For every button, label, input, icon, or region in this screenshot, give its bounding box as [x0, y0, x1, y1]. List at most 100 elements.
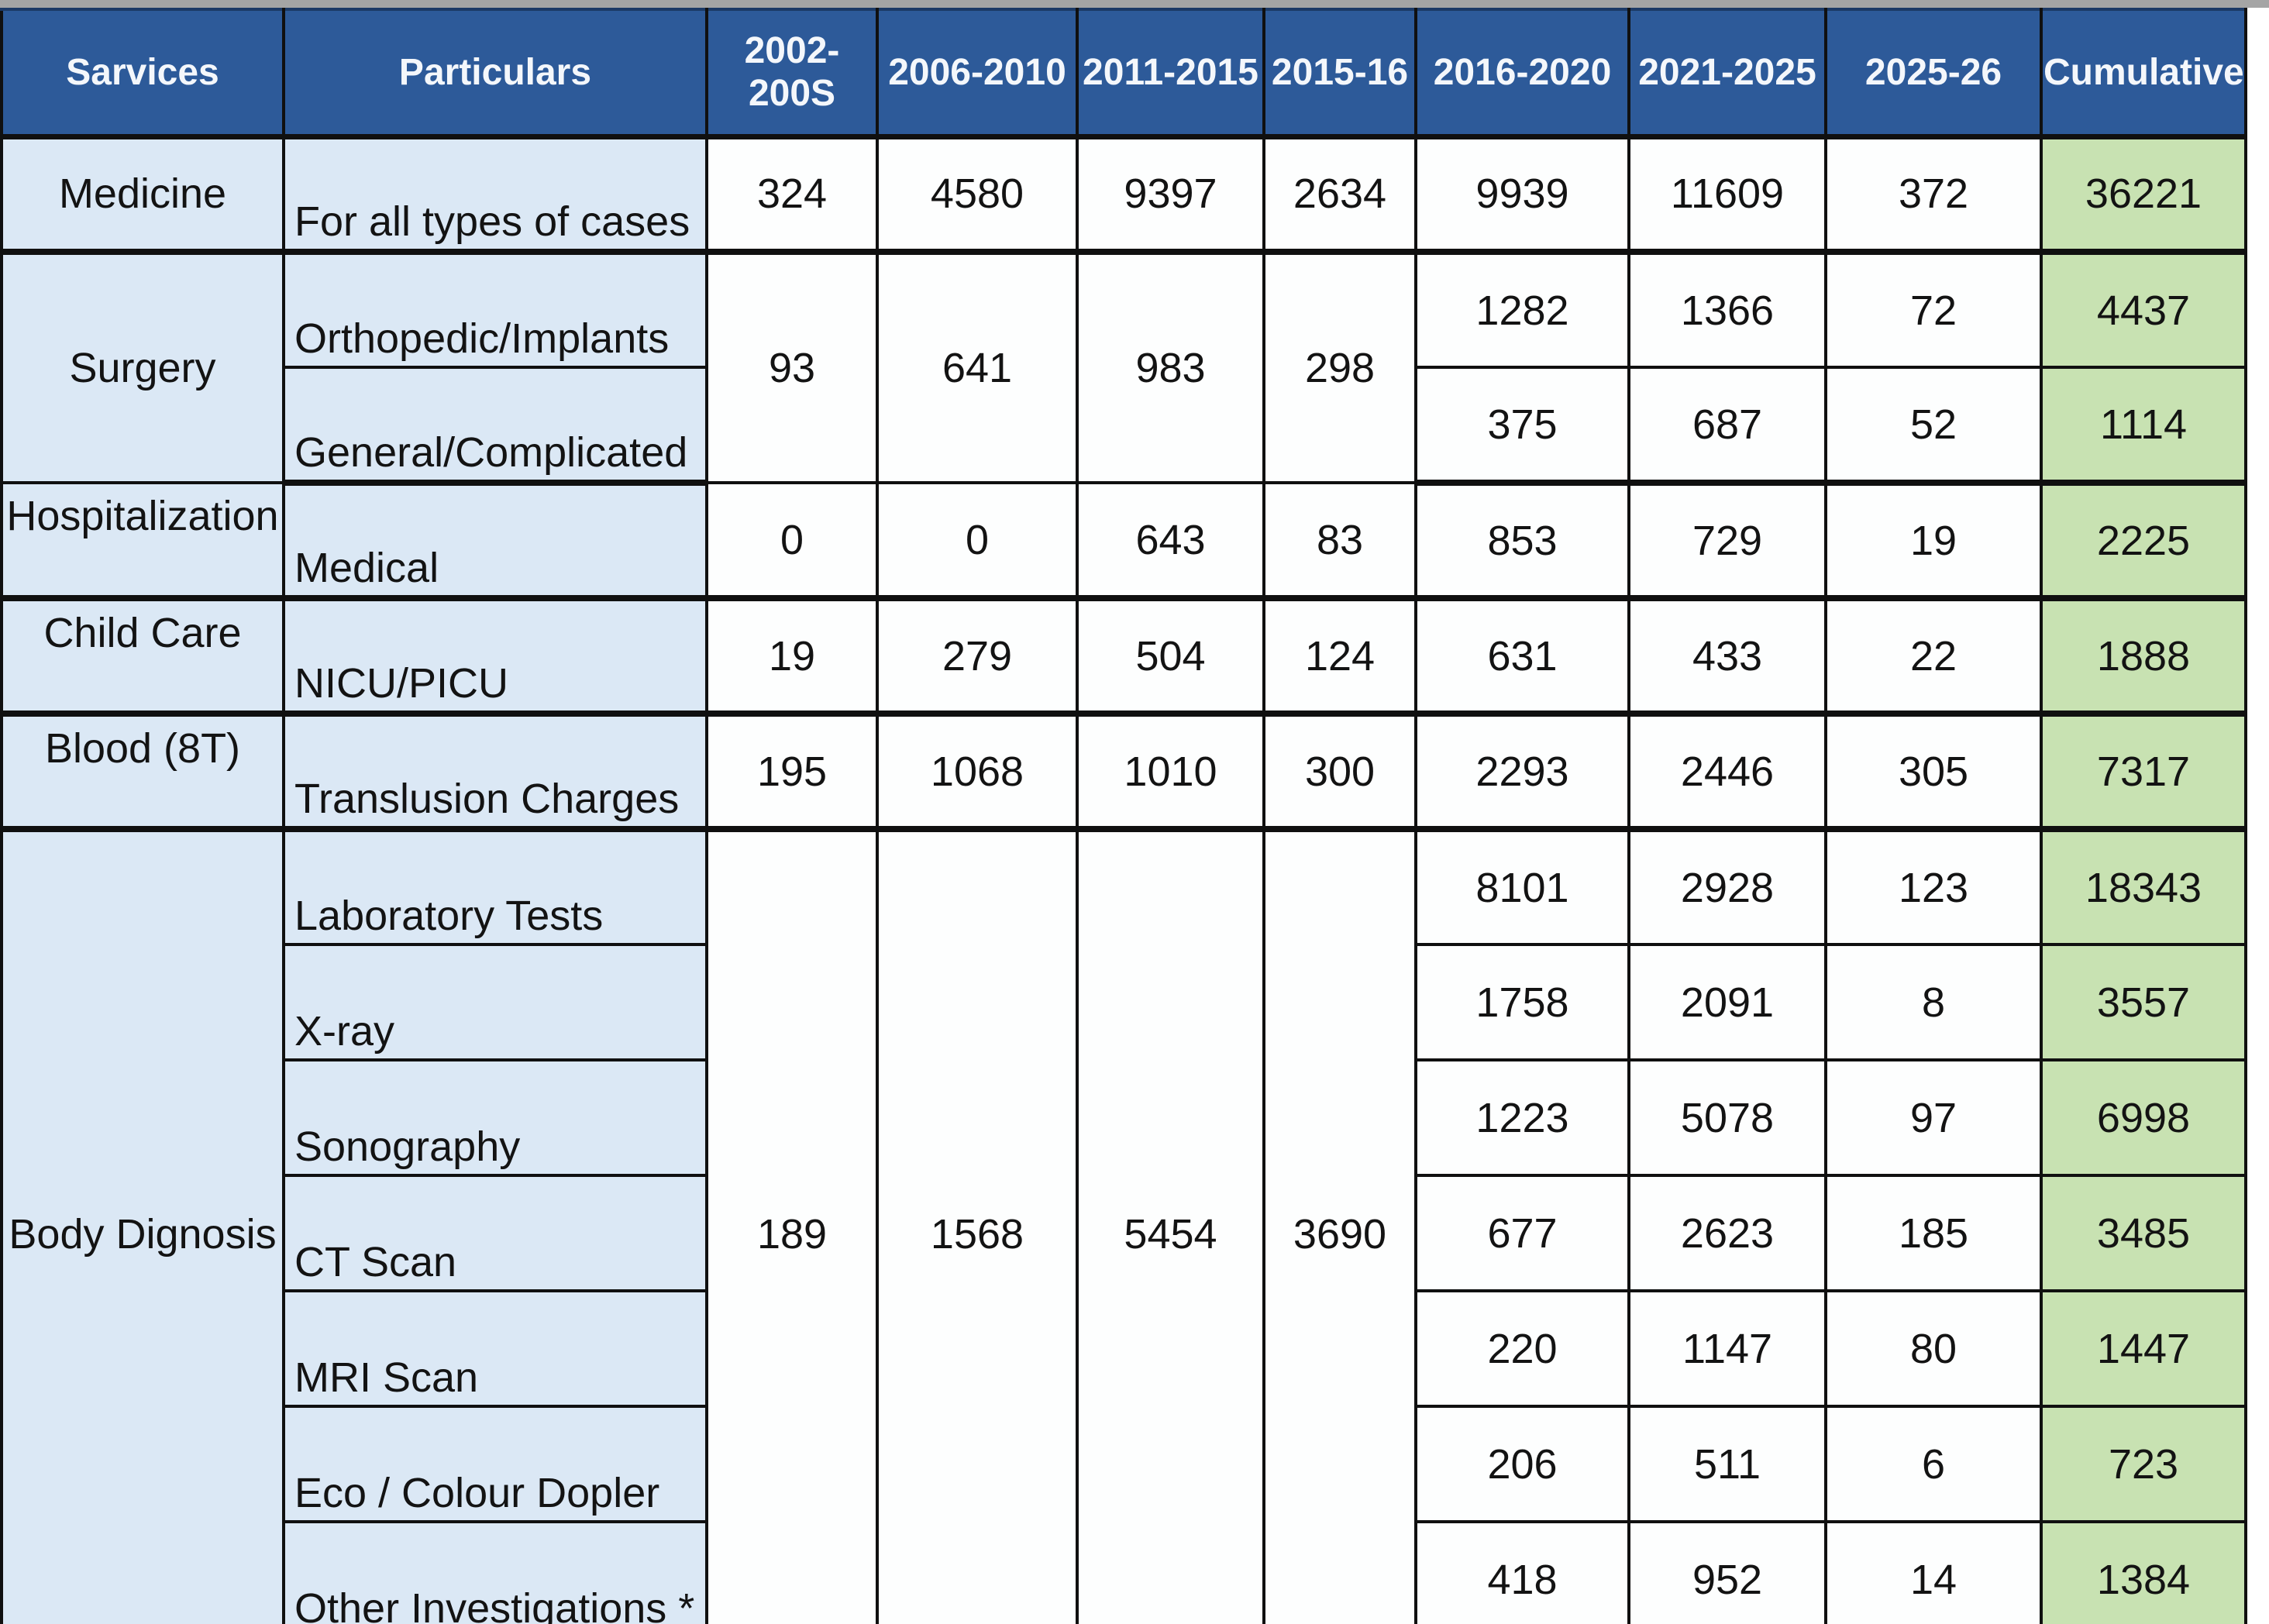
cell-orthopedic-2021-2025: 1366 — [1627, 250, 1827, 369]
cell-particular-sonography: Sonography — [282, 1058, 708, 1177]
cell-surgery-2002-2005: 93 — [705, 250, 879, 484]
cell-x-ray-2016-2020: 1758 — [1414, 943, 1630, 1061]
cell-mri-scan-cumulative: 1447 — [2040, 1289, 2247, 1408]
cell-child-care-2021-2025: 433 — [1627, 597, 1827, 717]
column-header-2015-16: 2015-16 — [1262, 8, 1417, 139]
cell-general-2021-2025: 687 — [1627, 366, 1827, 486]
cell-mri-scan-2025-26: 80 — [1824, 1289, 2043, 1408]
cell-laboratory-2025-26: 123 — [1824, 827, 2043, 946]
cell-eco-cumulative: 723 — [2040, 1405, 2247, 1523]
cell-hospitalization-2015-16: 83 — [1262, 481, 1417, 601]
cell-particular-translusion: Translusion Charges — [282, 712, 708, 832]
cell-sonography-2016-2020: 1223 — [1414, 1058, 1630, 1177]
cell-particular-orthopedic: Orthopedic/Implants — [282, 250, 708, 369]
column-header-2025-26: 2025-26 — [1824, 8, 2043, 139]
cell-x-ray-cumulative: 3557 — [2040, 943, 2247, 1061]
cell-particular-medical: Medical — [282, 481, 708, 601]
cell-child-care-2025-26: 22 — [1824, 597, 2043, 717]
cell-particular-x-ray: X-ray — [282, 943, 708, 1061]
cell-hospitalization-2002-2005: 0 — [705, 481, 879, 601]
cell-blood-2002-2005: 195 — [705, 712, 879, 832]
cell-other-cumulative: 1384 — [2040, 1520, 2247, 1624]
cell-child-care-2016-2020: 631 — [1414, 597, 1630, 717]
column-header-particulars: Particulars — [282, 8, 708, 139]
cell-orthopedic-2025-26: 72 — [1824, 250, 2043, 369]
cell-body-2006-2010: 1568 — [876, 827, 1079, 1624]
cell-ct-scan-2016-2020: 677 — [1414, 1174, 1630, 1292]
row-hospitalization: Hospitalization Medical 0 0 643 83 853 7… — [0, 481, 2247, 601]
row-surgery-general: General/Complicated 375 687 52 1114 — [2, 366, 2247, 486]
services-cumulative-table: Sarvices Particulars 2002-200S 2006-2010… — [0, 8, 2247, 1624]
row-x-ray: X-ray 1758 2091 8 3557 — [2, 943, 2247, 1061]
cell-other-2016-2020: 418 — [1414, 1520, 1630, 1624]
cell-laboratory-2016-2020: 8101 — [1414, 827, 1630, 946]
cell-body-2002-2005: 189 — [705, 827, 879, 1624]
cell-mri-scan-2016-2020: 220 — [1414, 1289, 1630, 1408]
cell-x-ray-2025-26: 8 — [1824, 943, 2043, 1061]
cell-blood-cumulative: 7317 — [2040, 712, 2247, 832]
cell-hospitalization-2016-2020: 853 — [1414, 481, 1630, 601]
cell-service-surgery: Surgery — [0, 250, 285, 484]
cell-medicine-2016-2020: 9939 — [1414, 135, 1630, 255]
cell-blood-2025-26: 305 — [1824, 712, 2043, 832]
cell-medicine-2011-2015: 9397 — [1076, 135, 1265, 255]
cell-orthopedic-2016-2020: 1282 — [1414, 250, 1630, 369]
cell-service-medicine: Medicine — [0, 135, 285, 255]
row-blood: Blood (8T) Translusion Charges 195 1068 … — [0, 712, 2247, 832]
cell-hospitalization-2025-26: 19 — [1824, 481, 2043, 601]
row-surgery-orthopedic: Surgery Orthopedic/Implants 93 641 983 2… — [0, 250, 2247, 484]
column-header-services: Sarvices — [0, 8, 285, 139]
cell-eco-2025-26: 6 — [1824, 1405, 2043, 1523]
cell-child-care-cumulative: 1888 — [2040, 597, 2247, 717]
cell-surgery-2015-16: 298 — [1262, 250, 1417, 484]
cell-service-blood: Blood (8T) — [0, 712, 285, 832]
cell-x-ray-2021-2025: 2091 — [1627, 943, 1827, 1061]
top-strip — [0, 0, 2269, 8]
cell-medicine-2021-2025: 11609 — [1627, 135, 1827, 255]
cell-laboratory-cumulative: 18343 — [2040, 827, 2247, 946]
cell-ct-scan-2021-2025: 2623 — [1627, 1174, 1827, 1292]
cell-particular-nicu-picu: NICU/PICU — [282, 597, 708, 717]
row-laboratory-tests: Body Dignosis Laboratory Tests 189 1568 … — [0, 827, 2247, 1624]
cell-other-2021-2025: 952 — [1627, 1520, 1827, 1624]
cell-hospitalization-2011-2015: 643 — [1076, 481, 1265, 601]
cell-particular-general: General/Complicated — [282, 366, 708, 486]
cell-general-2025-26: 52 — [1824, 366, 2043, 486]
cell-eco-2021-2025: 511 — [1627, 1405, 1827, 1523]
cell-ct-scan-2025-26: 185 — [1824, 1174, 2043, 1292]
row-sonography: Sonography 1223 5078 97 6998 — [2, 1058, 2247, 1177]
cell-particular-medicine: For all types of cases — [282, 135, 708, 255]
cell-medicine-2025-26: 372 — [1824, 135, 2043, 255]
column-header-2011-2015: 2011-2015 — [1076, 8, 1265, 139]
cell-body-2011-2015: 5454 — [1076, 827, 1265, 1624]
cell-particular-eco-colour-dopler: Eco / Colour Dopler — [282, 1405, 708, 1523]
cell-blood-2016-2020: 2293 — [1414, 712, 1630, 832]
cell-sonography-cumulative: 6998 — [2040, 1058, 2247, 1177]
cell-medicine-2006-2010: 4580 — [876, 135, 1079, 255]
cell-service-body-dignosis: Body Dignosis — [0, 827, 285, 1624]
cell-particular-laboratory-tests: Laboratory Tests — [282, 827, 708, 946]
row-medicine: Medicine For all types of cases 324 4580… — [0, 135, 2247, 255]
cell-hospitalization-2021-2025: 729 — [1627, 481, 1827, 601]
cell-surgery-2011-2015: 983 — [1076, 250, 1265, 484]
cell-child-care-2006-2010: 279 — [876, 597, 1079, 717]
cell-eco-2016-2020: 206 — [1414, 1405, 1630, 1523]
column-header-2016-2020: 2016-2020 — [1414, 8, 1630, 139]
cell-medicine-2002-2005: 324 — [705, 135, 879, 255]
cell-ct-scan-cumulative: 3485 — [2040, 1174, 2247, 1292]
cell-hospitalization-cumulative: 2225 — [2040, 481, 2247, 601]
cell-surgery-2006-2010: 641 — [876, 250, 1079, 484]
cell-child-care-2011-2015: 504 — [1076, 597, 1265, 717]
cell-mri-scan-2021-2025: 1147 — [1627, 1289, 1827, 1408]
row-mri-scan: MRI Scan 220 1147 80 1447 — [2, 1289, 2247, 1408]
cell-particular-mri-scan: MRI Scan — [282, 1289, 708, 1408]
cell-child-care-2015-16: 124 — [1262, 597, 1417, 717]
cell-body-2015-16: 3690 — [1262, 827, 1417, 1624]
cell-sonography-2021-2025: 5078 — [1627, 1058, 1827, 1177]
cell-medicine-2015-16: 2634 — [1262, 135, 1417, 255]
header-row: Sarvices Particulars 2002-200S 2006-2010… — [0, 8, 2247, 139]
row-other-investigations: Other Investigations * 418 952 14 1384 — [2, 1520, 2247, 1624]
cell-medicine-cumulative: 36221 — [2040, 135, 2247, 255]
cell-general-cumulative: 1114 — [2040, 366, 2247, 486]
